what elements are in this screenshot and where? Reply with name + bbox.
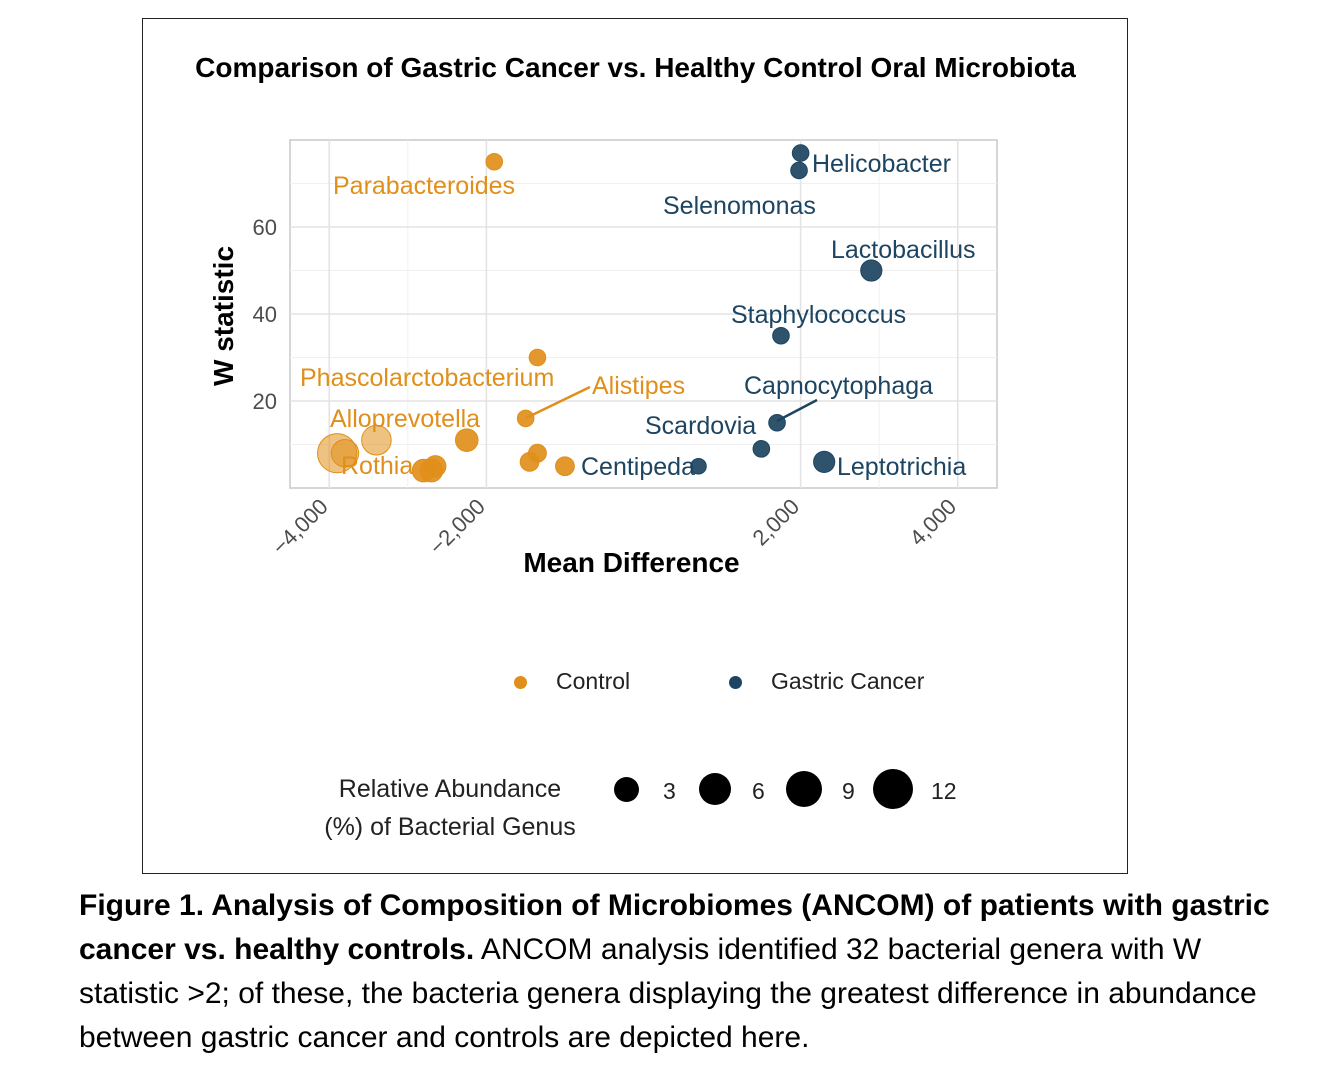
point-label: Lactobacillus <box>831 236 976 264</box>
legend-dot-control <box>514 676 527 689</box>
data-point <box>330 439 360 468</box>
size-legend-title-line2: (%) of Bacterial Genus <box>324 813 576 841</box>
point-label: Alloprevotella <box>330 405 480 433</box>
point-label: Staphylococcus <box>731 301 906 329</box>
data-point <box>419 458 444 483</box>
point-label: Leptotrichia <box>837 453 966 481</box>
data-points <box>317 144 883 483</box>
data-point <box>516 409 535 428</box>
data-point <box>485 152 504 171</box>
data-point <box>790 161 808 180</box>
point-label: Scardovia <box>645 412 756 440</box>
figure-frame <box>142 18 1128 874</box>
point-labels: Parabacteroides Phascolarctobacterium Al… <box>300 150 976 481</box>
data-point <box>690 457 707 475</box>
caption-bold: Figure 1. Analysis of Composition of Mic… <box>79 889 1270 966</box>
leader-line-alistipes <box>525 385 591 420</box>
point-label: Selenomonas <box>663 192 816 220</box>
size-legend-dot-6 <box>699 773 731 805</box>
data-point <box>813 450 836 473</box>
scatter-plot: 20 40 60 −4,000 −2,000 2,000 4,000 Parabacter… <box>253 139 998 560</box>
x-tick-label: −2,000 <box>424 494 490 560</box>
y-tick-label: 20 <box>253 389 277 414</box>
size-legend-label-3: 3 <box>663 778 676 804</box>
x-tick-label: 2,000 <box>748 494 805 551</box>
x-tick-label: 4,000 <box>905 494 962 551</box>
point-label: Alistipes <box>592 372 685 400</box>
size-legend-label-6: 6 <box>752 778 765 804</box>
legend-label-control: Control <box>556 668 631 694</box>
size-legend-label-9: 9 <box>842 778 855 804</box>
point-label: Phascolarctobacterium <box>300 364 554 392</box>
chart-title: Comparison of Gastric Cancer vs. Healthy… <box>195 52 1076 83</box>
y-tick-label: 60 <box>253 215 277 240</box>
size-legend-dot-9 <box>786 771 822 807</box>
figure-caption: Figure 1. Analysis of Composition of Mic… <box>79 884 1299 1060</box>
data-point <box>860 259 883 282</box>
data-point <box>791 144 810 162</box>
data-point <box>519 452 540 472</box>
point-label: Helicobacter <box>812 150 951 178</box>
data-point <box>768 413 786 432</box>
x-axis-ticks: −4,000 −2,000 2,000 4,000 <box>267 494 961 560</box>
legend-label-gastric-cancer: Gastric Cancer <box>771 668 925 694</box>
size-legend-title-line1: Relative Abundance <box>338 775 562 803</box>
data-point <box>528 348 547 367</box>
data-point <box>555 456 575 477</box>
x-tick-label: −4,000 <box>267 494 333 560</box>
data-point <box>361 424 392 456</box>
data-point <box>772 326 790 345</box>
x-axis-label: Mean Difference <box>523 547 740 578</box>
point-label: Parabacteroides <box>333 172 515 200</box>
point-label: Centipeda <box>581 453 695 481</box>
size-legend-dot-12 <box>873 769 913 809</box>
point-label: Capnocytophaga <box>744 372 933 400</box>
y-axis-ticks: 20 40 60 <box>253 215 277 414</box>
y-tick-label: 40 <box>253 302 277 327</box>
size-legend-dot-3 <box>614 777 639 802</box>
point-label: Rothia <box>341 452 413 480</box>
data-point <box>752 440 771 458</box>
data-point <box>454 428 479 452</box>
legend-dot-gastric-cancer <box>729 676 742 689</box>
caption-text: ANCOM analysis identified 32 bacterial g… <box>79 933 1257 1054</box>
size-legend-label-12: 12 <box>931 778 957 804</box>
size-legend-title: Relative Abundance (%) of Bacterial Genu… <box>290 770 610 846</box>
